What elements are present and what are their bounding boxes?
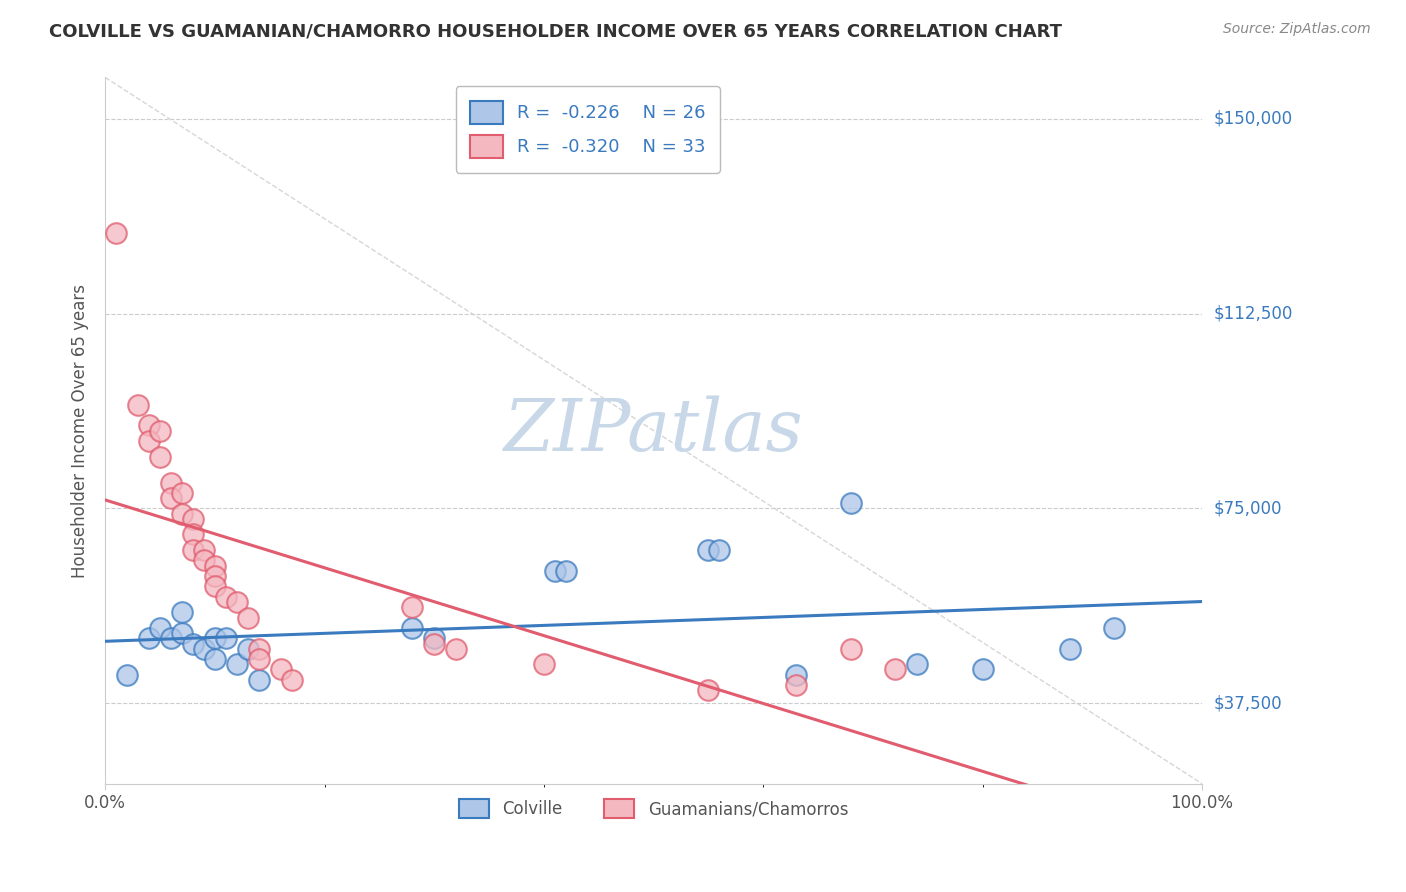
Text: ZIPatlas: ZIPatlas	[503, 395, 803, 466]
Point	[204, 632, 226, 646]
Y-axis label: Householder Income Over 65 years: Householder Income Over 65 years	[72, 284, 89, 578]
Point	[1059, 641, 1081, 656]
Point	[215, 590, 238, 604]
Point	[533, 657, 555, 672]
Point	[149, 621, 172, 635]
Point	[554, 564, 576, 578]
Point	[170, 486, 193, 500]
Point	[170, 626, 193, 640]
Point	[193, 543, 215, 558]
Point	[839, 641, 862, 656]
Point	[149, 450, 172, 464]
Point	[972, 663, 994, 677]
Point	[170, 605, 193, 619]
Point	[105, 226, 128, 240]
Point	[785, 667, 807, 681]
Point	[193, 553, 215, 567]
Point	[247, 673, 270, 687]
Point	[423, 636, 446, 650]
Point	[236, 610, 259, 624]
Point	[225, 657, 247, 672]
Point	[225, 595, 247, 609]
Text: $150,000: $150,000	[1213, 110, 1292, 128]
Point	[170, 507, 193, 521]
Point	[270, 663, 292, 677]
Point	[423, 632, 446, 646]
Legend: Colville, Guamanians/Chamorros: Colville, Guamanians/Chamorros	[453, 792, 855, 825]
Text: Source: ZipAtlas.com: Source: ZipAtlas.com	[1223, 22, 1371, 37]
Point	[181, 512, 204, 526]
Point	[280, 673, 302, 687]
Point	[160, 632, 183, 646]
Text: COLVILLE VS GUAMANIAN/CHAMORRO HOUSEHOLDER INCOME OVER 65 YEARS CORRELATION CHAR: COLVILLE VS GUAMANIAN/CHAMORRO HOUSEHOLD…	[49, 22, 1062, 40]
Point	[401, 600, 423, 615]
Point	[181, 636, 204, 650]
Point	[160, 475, 183, 490]
Point	[204, 579, 226, 593]
Point	[193, 641, 215, 656]
Point	[204, 652, 226, 666]
Point	[138, 632, 160, 646]
Point	[544, 564, 567, 578]
Point	[138, 418, 160, 433]
Point	[697, 683, 720, 698]
Point	[204, 558, 226, 573]
Point	[247, 652, 270, 666]
Point	[149, 424, 172, 438]
Point	[127, 398, 149, 412]
Point	[697, 543, 720, 558]
Point	[839, 496, 862, 510]
Point	[215, 632, 238, 646]
Point	[709, 543, 731, 558]
Point	[236, 641, 259, 656]
Point	[905, 657, 928, 672]
Point	[138, 434, 160, 448]
Point	[785, 678, 807, 692]
Point	[884, 663, 907, 677]
Point	[115, 667, 138, 681]
Text: $37,500: $37,500	[1213, 694, 1282, 712]
Point	[444, 641, 467, 656]
Text: $75,000: $75,000	[1213, 500, 1282, 517]
Point	[160, 491, 183, 505]
Point	[204, 569, 226, 583]
Point	[247, 641, 270, 656]
Point	[1104, 621, 1126, 635]
Point	[181, 543, 204, 558]
Point	[401, 621, 423, 635]
Point	[181, 527, 204, 541]
Text: $112,500: $112,500	[1213, 305, 1292, 323]
